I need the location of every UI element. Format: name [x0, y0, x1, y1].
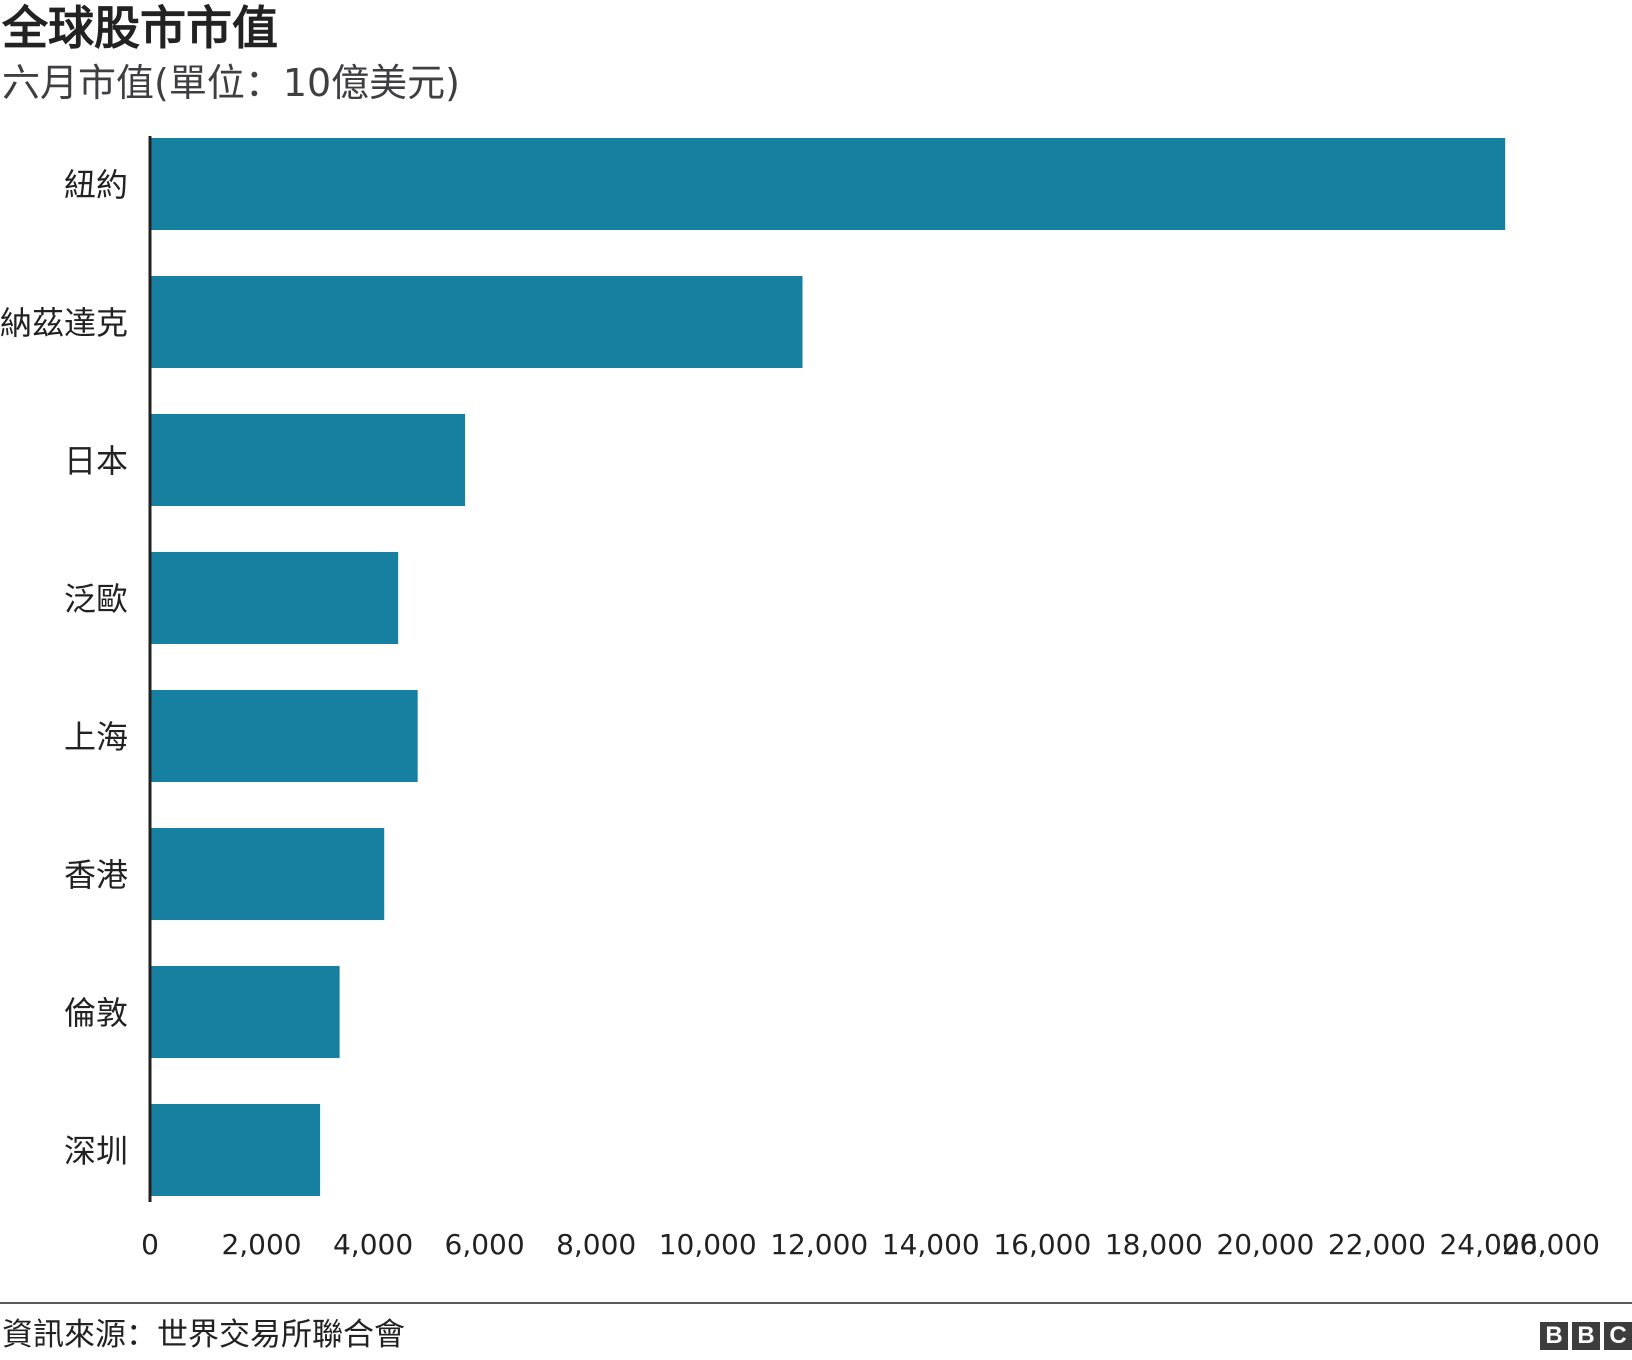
bbc-logo-letter: C [1604, 1322, 1632, 1350]
bar-1 [150, 276, 803, 368]
x-tick-label: 14,000 [882, 1228, 980, 1261]
category-label: 泛歐 [64, 580, 128, 618]
x-tick-label: 6,000 [445, 1228, 525, 1261]
x-tick-label: 22,000 [1328, 1228, 1426, 1261]
x-tick-label: 0 [141, 1228, 159, 1261]
x-tick-label: 12,000 [770, 1228, 868, 1261]
bar-0 [150, 138, 1506, 230]
x-tick-label: 16,000 [993, 1228, 1091, 1261]
category-label: 深圳 [64, 1132, 128, 1170]
bbc-logo-letter: B [1540, 1322, 1568, 1350]
category-label: 紐約 [64, 166, 128, 204]
category-label: 日本 [64, 442, 128, 480]
bar-2 [150, 414, 466, 506]
x-tick-label: 10,000 [659, 1228, 757, 1261]
x-tick-label: 24,000 [1439, 1228, 1537, 1261]
x-tick-label: 20,000 [1216, 1228, 1314, 1261]
x-tick-label: 18,000 [1105, 1228, 1203, 1261]
bbc-logo-letter: B [1572, 1322, 1600, 1350]
bars-layer [150, 138, 1506, 1196]
bar-3 [150, 552, 399, 644]
category-label: 倫敦 [64, 994, 128, 1032]
bar-5 [150, 828, 385, 920]
source-note: 資訊來源：世界交易所聯合會 [2, 1317, 405, 1353]
category-label: 納茲達克 [0, 304, 128, 342]
x-tick-label: 4,000 [333, 1228, 413, 1261]
category-label: 上海 [64, 718, 128, 756]
category-label: 香港 [64, 856, 128, 894]
x-tick-labels: 0 2,000 4,000 6,000 8,000 10,000 12,000 14,000 1… [141, 1228, 1600, 1261]
footer-divider [0, 1302, 1632, 1304]
chart-subtitle: 六月市值(單位：10億美元) [2, 61, 461, 105]
bbc-logo: B B C [1540, 1322, 1632, 1350]
chart-title: 全球股市市值 [2, 1, 278, 55]
bar-7 [150, 1104, 321, 1196]
x-tick-label: 26,000 [1502, 1228, 1600, 1261]
bar-4 [150, 690, 418, 782]
bar-6 [150, 966, 340, 1058]
x-tick-label: 8,000 [556, 1228, 636, 1261]
x-tick-label: 2,000 [221, 1228, 301, 1261]
